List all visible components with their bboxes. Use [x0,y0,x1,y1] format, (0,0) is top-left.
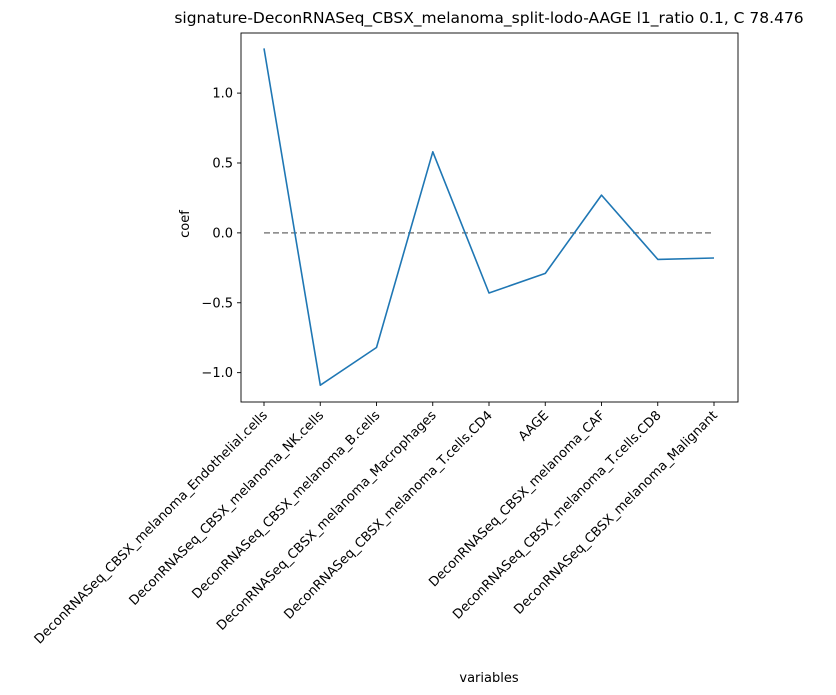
plot-area: −1.0 −0.5 0.0 0.5 1.0 DeconRNASeq_CBSX_melano… [32,32,739,647]
y-tick-label: 0.0 [212,226,233,241]
axes-frame [240,32,739,403]
x-tick-label: DeconRNASeq_CBSX_melanoma_NK.cells [127,408,328,609]
x-tick-label: DeconRNASeq_CBSX_melanoma_Malignant [511,408,720,617]
x-tick-label: AAGE [516,408,552,444]
series-line-0 [263,48,715,387]
x-tick-label: DeconRNASeq_CBSX_melanoma_T.cells.CD8 [450,408,664,622]
y-axis-label: coef [178,210,193,238]
x-axis-label: variables [459,671,518,686]
y-tick-label: −0.5 [201,296,233,311]
x-tick-label: DeconRNASeq_CBSX_melanoma_Macrophages [214,408,440,634]
y-tick-label: 0.5 [212,156,233,171]
y-tick-label: 1.0 [212,87,233,102]
y-tick-label: −1.0 [201,366,233,381]
x-tick-label: DeconRNASeq_CBSX_melanoma_T.cells.CD4 [281,408,495,622]
chart-title: signature-DeconRNASeq_CBSX_melanoma_spli… [174,9,803,28]
